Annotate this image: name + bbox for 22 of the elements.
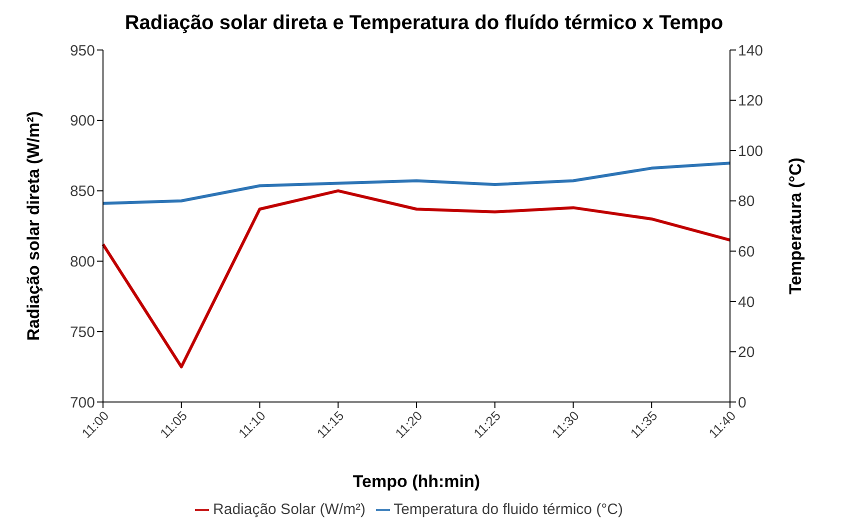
y2-tick-label: 140 xyxy=(738,42,764,60)
y2-tick-label: 120 xyxy=(738,92,764,110)
y-tick-label: 900 xyxy=(70,112,95,130)
y2-tick-label: 60 xyxy=(738,243,755,260)
y2-axis-title: Temperatura (°C) xyxy=(786,158,806,294)
line-series xyxy=(102,162,732,205)
legend-label: Radiação Solar (W/m²) xyxy=(213,501,366,518)
x-axis-title: Tempo (hh:min) xyxy=(352,472,480,491)
y-tick-label: 850 xyxy=(70,183,95,200)
y2-tick-label: 0 xyxy=(738,394,746,412)
y-tick-label: 700 xyxy=(70,394,95,412)
y-tick-label: 750 xyxy=(70,324,95,341)
chart-title: Radiação solar direta e Temperatura do fluído térmico x Tempo xyxy=(124,11,724,36)
y2-tick-label: 80 xyxy=(738,193,755,210)
line-series xyxy=(102,189,732,368)
y-axis-title: Radiação solar direta (W/m²) xyxy=(24,111,44,341)
y2-tick-label: 40 xyxy=(738,294,755,311)
y2-tick-label: 100 xyxy=(738,142,764,160)
y-tick-label: 950 xyxy=(70,42,95,60)
y2-tick-label: 20 xyxy=(738,344,755,362)
y-tick-label: 800 xyxy=(70,254,95,271)
legend-label: Temperatura do fluido térmico (°C) xyxy=(394,501,623,518)
